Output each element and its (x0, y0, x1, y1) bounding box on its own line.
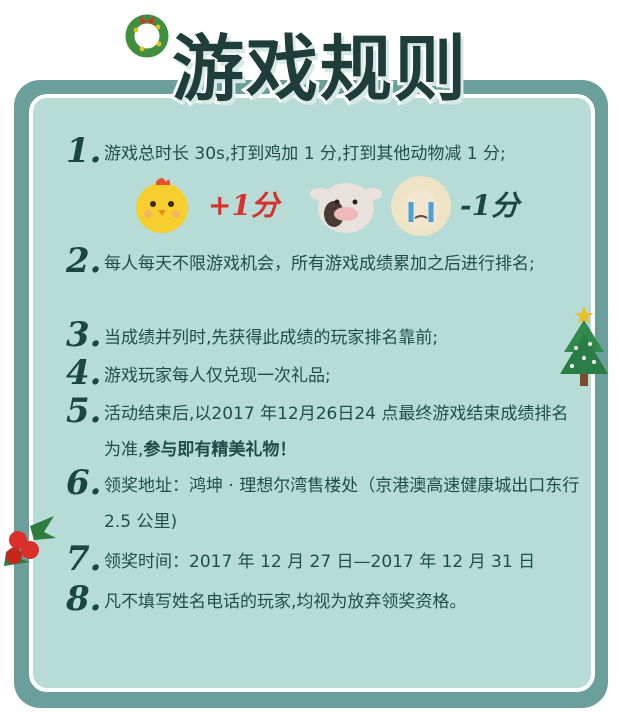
rule-text: 领奖时间：2017 年 12 月 27 日—2017 年 12 月 31 日 (104, 552, 536, 572)
rule-number: 3. (66, 315, 102, 355)
holly-berries-icon (4, 516, 56, 566)
rule-number: 4. (66, 353, 102, 393)
rule-text: 游戏玩家每人仅兑现一次礼品; (104, 366, 331, 386)
score-illustration: +1分 -1分 (130, 170, 550, 240)
rule-number: 7. (66, 539, 102, 579)
minus-score-label: -1分 (460, 189, 520, 222)
rule-number: 8. (66, 579, 102, 619)
rule-text: 游戏总时长 30s,打到鸡加 1 分,打到其他动物减 1 分; (104, 144, 506, 164)
rule-text: 领奖地址：鸿坤 · 理想尔湾售楼处（京港澳高速健康城出口东行 2.5 公里) (104, 476, 580, 532)
rule-text: 活动结束后,以2017 年12月26日24 点最终游戏结束成绩排名为准,参与即有… (104, 396, 584, 468)
rule-number: 1. (66, 131, 102, 171)
christmas-tree-icon (560, 306, 608, 386)
sheep-icon (391, 176, 451, 236)
christmas-wreath-icon (125, 14, 169, 58)
rule-text-highlight: 参与即有精美礼物！ (143, 440, 297, 460)
page-title: 游戏规则 (169, 24, 469, 114)
rule-text: 当成绩并列时,先获得此成绩的玩家排名靠前; (104, 328, 439, 348)
rule-text: 凡不填写姓名电话的玩家,均视为放弃领奖资格。 (104, 592, 467, 612)
rule-number: 5. (66, 391, 102, 431)
rule-number: 2. (66, 241, 102, 281)
cow-icon (310, 183, 382, 233)
chick-icon (136, 178, 188, 233)
rule-text-main: 活动结束后,以2017 年12月26日24 点最终游戏结束成绩排名为准, (104, 404, 569, 460)
rule-text: 每人每天不限游戏机会，所有游戏成绩累加之后进行排名; (104, 254, 535, 274)
rule-number: 6. (66, 463, 102, 503)
plus-score-label: +1分 (208, 189, 279, 222)
